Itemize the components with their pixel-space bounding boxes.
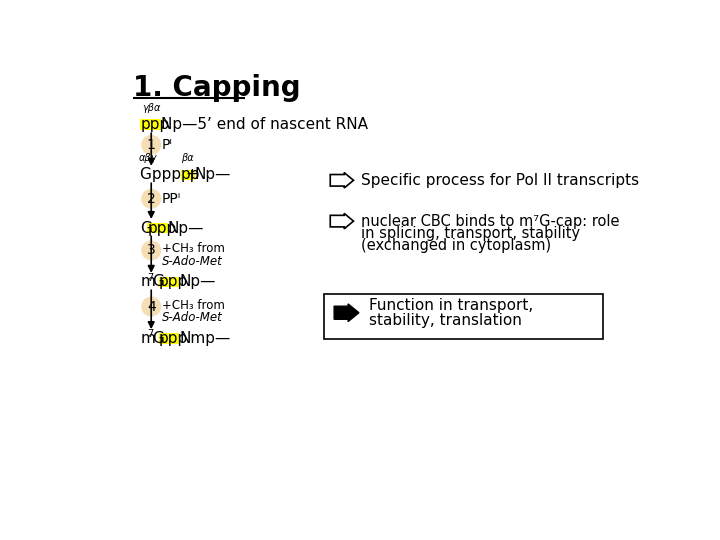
FancyArrow shape	[334, 304, 359, 322]
Text: ppp: ppp	[159, 274, 188, 289]
Bar	[159, 333, 179, 343]
Text: m: m	[140, 330, 156, 346]
Text: ppp: ppp	[140, 117, 170, 132]
Text: PPᴵ: PPᴵ	[162, 192, 181, 206]
Text: Np—: Np—	[179, 274, 215, 289]
Circle shape	[142, 136, 161, 154]
Text: Specific process for Pol II transcripts: Specific process for Pol II transcripts	[361, 173, 639, 188]
Text: G: G	[140, 220, 152, 235]
FancyArrow shape	[330, 173, 354, 188]
Circle shape	[142, 298, 161, 316]
Text: pp: pp	[181, 167, 200, 183]
Text: αβγ: αβγ	[139, 153, 157, 164]
Text: G: G	[152, 274, 164, 289]
Text: +CH₃ from: +CH₃ from	[162, 299, 225, 312]
Text: Nmp—: Nmp—	[179, 330, 230, 346]
FancyArrow shape	[330, 213, 354, 229]
Text: Np—: Np—	[168, 220, 204, 235]
Text: 1. Capping: 1. Capping	[132, 74, 300, 102]
Text: S-Ado-Met: S-Ado-Met	[162, 255, 222, 268]
Text: ppp: ppp	[159, 330, 188, 346]
Text: stability, translation: stability, translation	[369, 313, 522, 328]
Text: m: m	[140, 274, 156, 289]
Text: nuclear CBC binds to m⁷G-cap: role: nuclear CBC binds to m⁷G-cap: role	[361, 214, 620, 228]
Text: Np—5’ end of nascent RNA: Np—5’ end of nascent RNA	[161, 117, 367, 132]
Bar	[140, 119, 161, 130]
Bar	[159, 276, 179, 287]
Text: βα: βα	[181, 153, 194, 164]
Text: 4: 4	[147, 300, 156, 314]
Text: in splicing, transport, stability: in splicing, transport, stability	[361, 226, 580, 241]
Text: +CH₃ from: +CH₃ from	[162, 242, 225, 255]
Text: 1: 1	[147, 138, 156, 152]
Text: 7: 7	[148, 329, 153, 339]
Bar	[148, 222, 168, 233]
Text: S-Ado-Met: S-Ado-Met	[162, 311, 222, 324]
Text: Function in transport,: Function in transport,	[369, 298, 534, 313]
Text: ppp: ppp	[148, 220, 176, 235]
Text: 2: 2	[147, 192, 156, 206]
Circle shape	[142, 190, 161, 208]
Text: Gppp +: Gppp +	[140, 167, 204, 183]
Text: Pᴵ: Pᴵ	[162, 138, 173, 152]
FancyBboxPatch shape	[324, 294, 603, 339]
Text: (exchanged in cytoplasm): (exchanged in cytoplasm)	[361, 238, 552, 253]
Text: G: G	[152, 330, 164, 346]
Text: γβα: γβα	[142, 103, 161, 112]
Text: 3: 3	[147, 244, 156, 258]
Text: 7: 7	[148, 273, 153, 283]
Bar	[181, 170, 194, 180]
Circle shape	[142, 241, 161, 260]
Text: Np—: Np—	[194, 167, 231, 183]
